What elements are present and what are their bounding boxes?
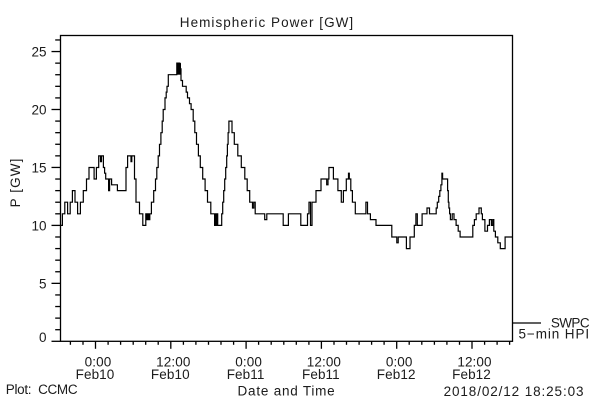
svg-text:5−min HPI: 5−min HPI	[519, 327, 591, 342]
svg-text:Feb11: Feb11	[302, 367, 340, 382]
svg-text:Feb10: Feb10	[151, 367, 190, 382]
svg-text:Feb12: Feb12	[377, 367, 416, 382]
svg-text:0:00: 0:00	[85, 355, 112, 370]
svg-text:P [GW]: P [GW]	[8, 158, 23, 208]
svg-text:Plot: CCMC: Plot: CCMC	[6, 382, 78, 397]
svg-text:0:00: 0:00	[235, 355, 262, 370]
svg-text:0: 0	[39, 330, 47, 345]
svg-text:15: 15	[31, 160, 46, 175]
svg-text:12:00: 12:00	[156, 355, 190, 370]
svg-text:0:00: 0:00	[386, 355, 413, 370]
svg-text:12:00: 12:00	[457, 355, 491, 370]
svg-text:SWPC: SWPC	[551, 316, 590, 331]
svg-text:10: 10	[31, 218, 46, 233]
svg-text:2018/02/12 18:25:03: 2018/02/12 18:25:03	[444, 384, 585, 399]
svg-text:25: 25	[31, 45, 46, 60]
svg-text:Feb10: Feb10	[76, 367, 115, 382]
svg-text:Feb12: Feb12	[452, 367, 491, 382]
svg-text:Hemispheric Power [GW]: Hemispheric Power [GW]	[180, 15, 354, 30]
svg-text:12:00: 12:00	[307, 355, 341, 370]
svg-text:Date and Time: Date and Time	[238, 384, 336, 399]
svg-text:20: 20	[31, 103, 46, 118]
svg-text:5: 5	[39, 276, 47, 291]
svg-text:Feb11: Feb11	[227, 367, 265, 382]
